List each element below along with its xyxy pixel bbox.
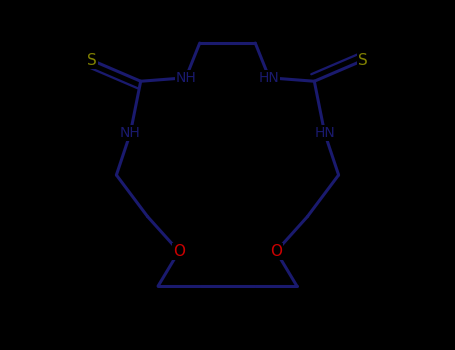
Text: O: O [270, 244, 282, 259]
Text: S: S [358, 53, 368, 68]
Text: HN: HN [314, 126, 335, 140]
Text: NH: NH [120, 126, 141, 140]
Text: O: O [173, 244, 185, 259]
Text: NH: NH [176, 71, 196, 85]
Text: HN: HN [259, 71, 279, 85]
Text: S: S [87, 53, 97, 68]
